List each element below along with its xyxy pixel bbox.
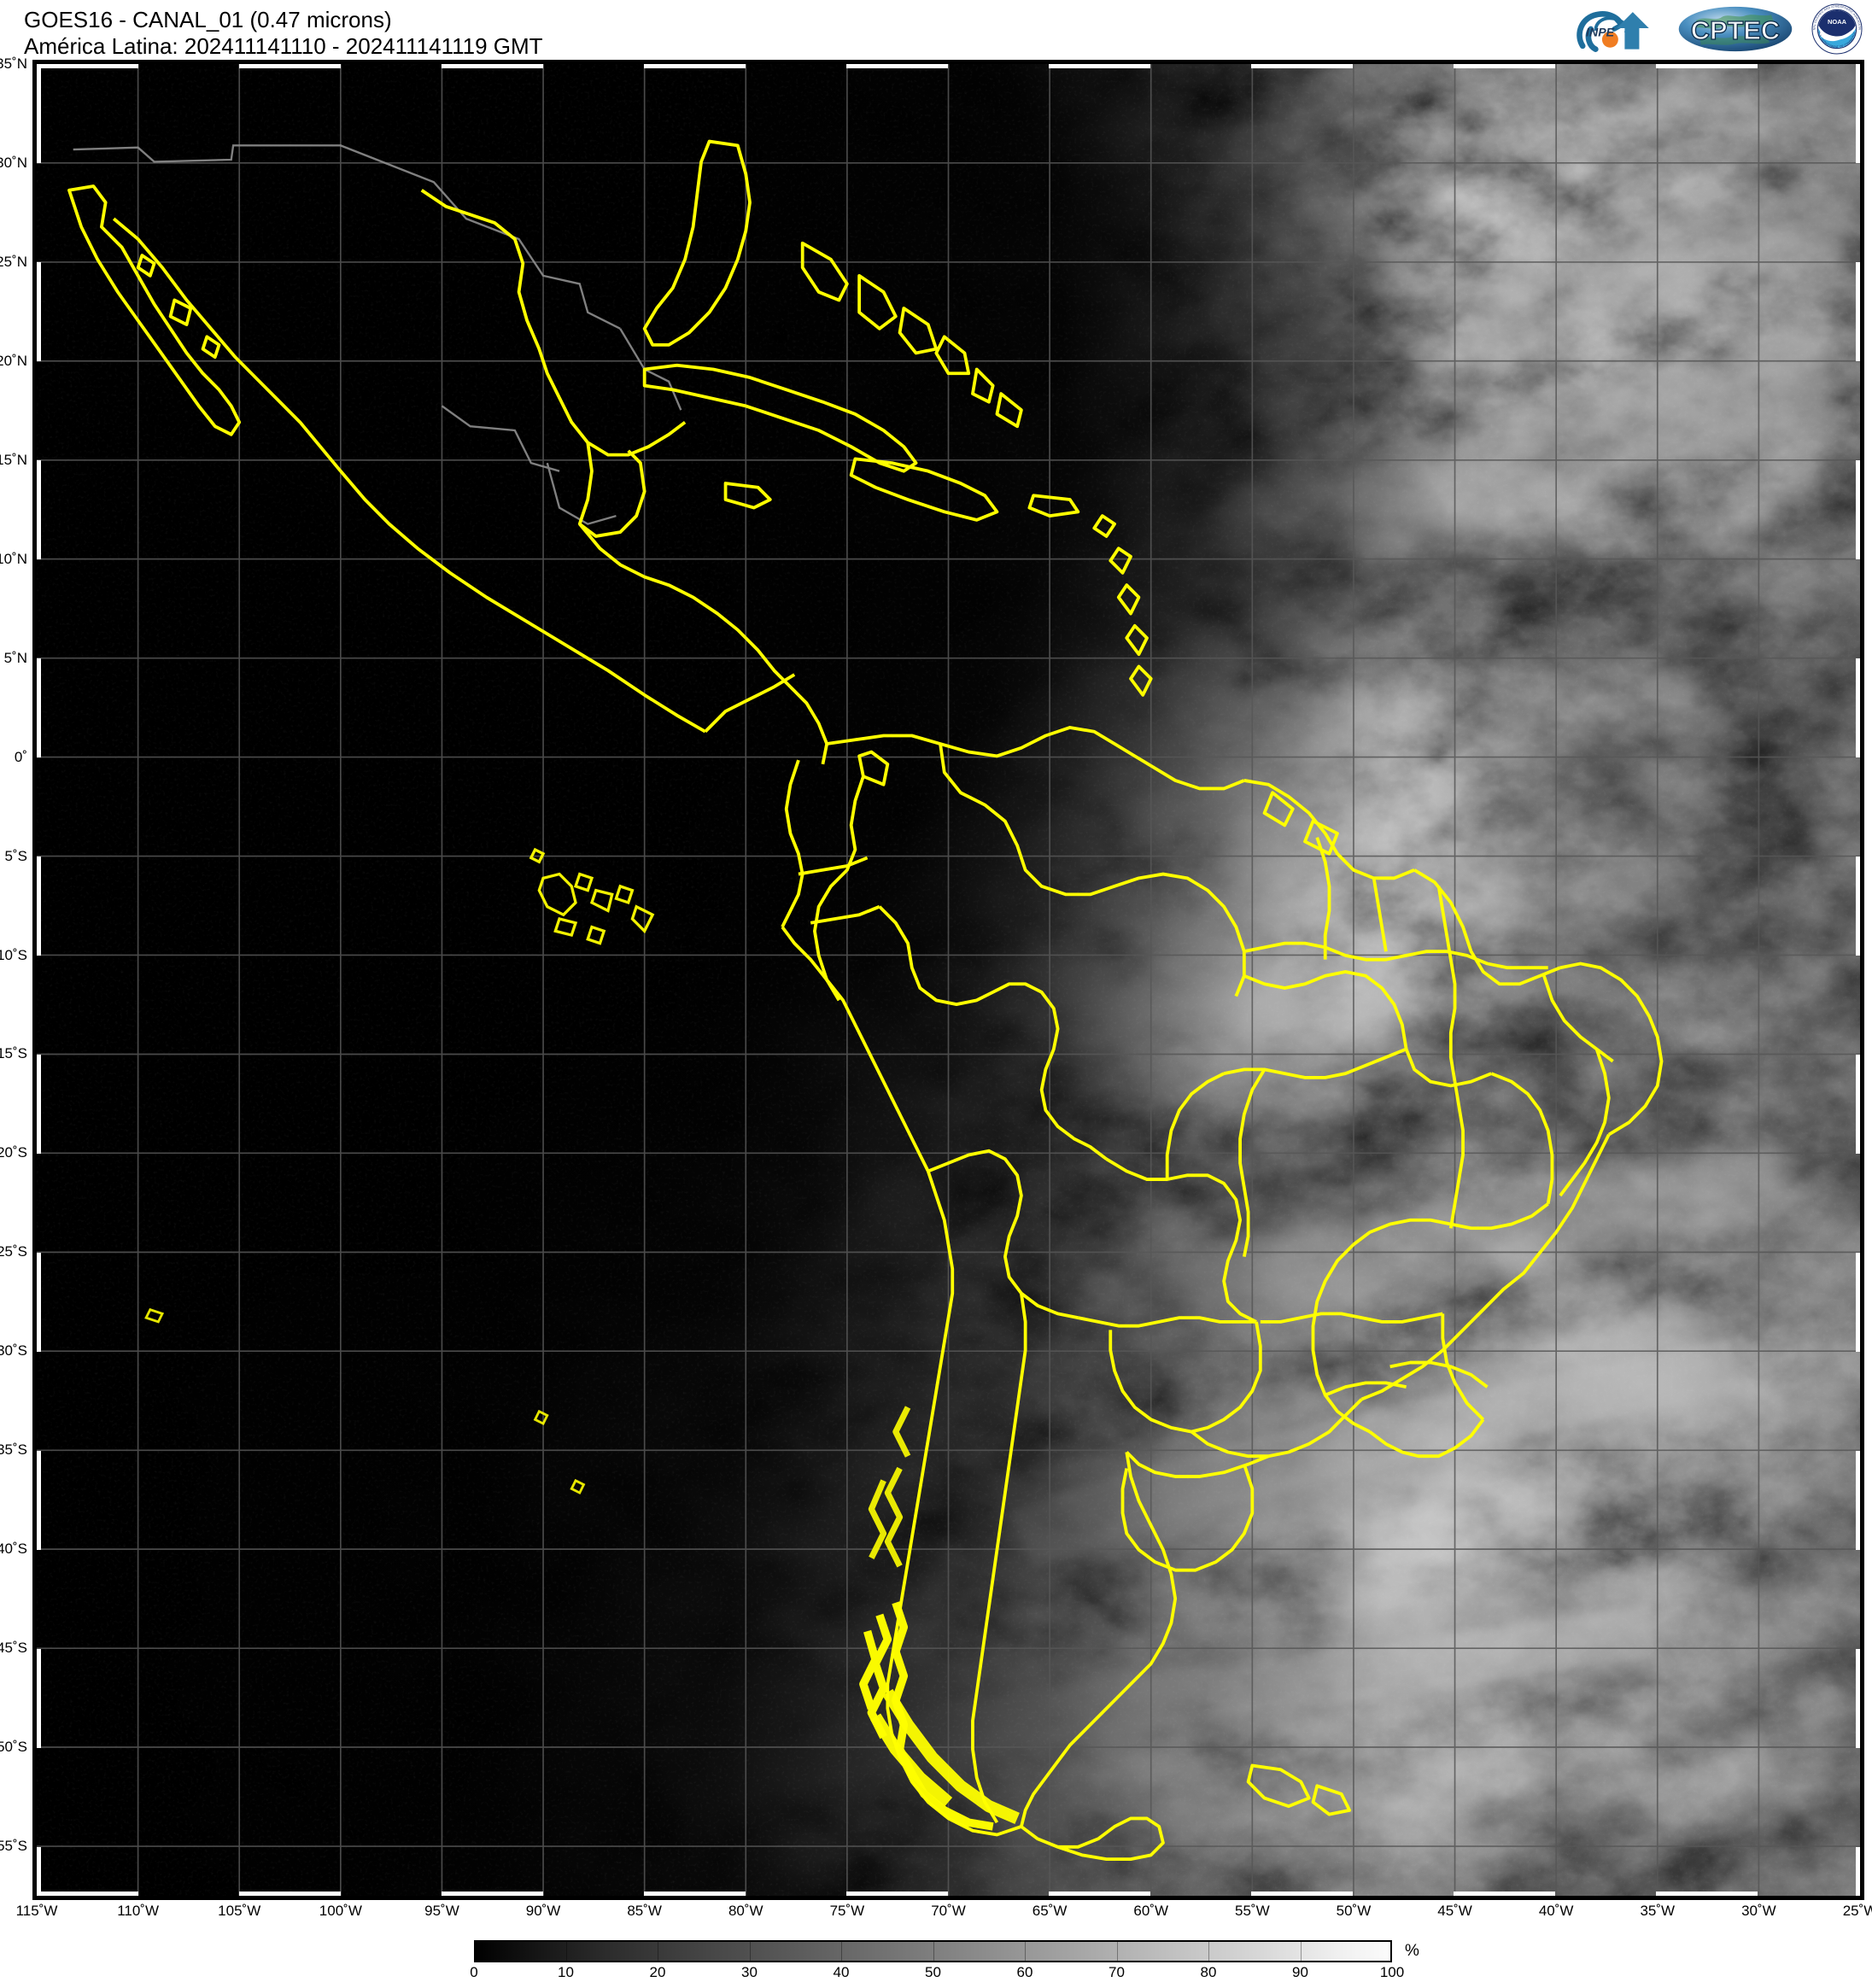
pacific-islets <box>144 1307 586 1495</box>
y-tick-label: 15˚S <box>0 1045 27 1062</box>
x-tick-label: 105˚W <box>218 1903 261 1919</box>
y-tick-label: 45˚S <box>0 1640 27 1657</box>
colorbar-tick-label: 70 <box>1109 1964 1125 1980</box>
y-tick-label: 0˚ <box>14 748 27 765</box>
x-tick-label: 70˚W <box>931 1903 966 1919</box>
x-tick-label: 40˚W <box>1538 1903 1574 1919</box>
y-tick-label: 30˚S <box>0 1342 27 1359</box>
inpe-logo: INPE <box>1577 11 1649 52</box>
x-tick-label: 115˚W <box>15 1903 58 1919</box>
colorbar-tick-label: 0 <box>470 1964 478 1980</box>
y-tick-label: 15˚N <box>0 451 27 468</box>
header: GOES16 - CANAL_01 (0.47 microns) América… <box>0 0 1872 60</box>
x-axis-labels: 115˚W 110˚W 105˚W 100˚W 95˚W 90˚W 85˚W 80˚W 75˚W… <box>16 1903 1872 1928</box>
colorbar-gradient <box>474 1940 1392 1962</box>
colorbar-tick-label: 40 <box>833 1964 850 1980</box>
y-tick-label: 25˚N <box>0 253 27 270</box>
x-tick-label: 25˚W <box>1842 1903 1872 1919</box>
y-tick-label: 40˚S <box>0 1541 27 1558</box>
y-tick-label: 25˚S <box>0 1243 27 1260</box>
internal-borders <box>73 144 682 525</box>
y-tick-label: 20˚S <box>0 1144 27 1161</box>
colorbar-unit-label: % <box>1405 1942 1419 1960</box>
y-tick-label: 30˚N <box>0 154 27 171</box>
colorbar-tick-label: 60 <box>1016 1964 1033 1980</box>
colorbar-tick-label: 100 <box>1379 1964 1405 1980</box>
colorbar-tick-label: 30 <box>741 1964 758 1980</box>
title-line-satellite-channel: GOES16 - CANAL_01 (0.47 microns) <box>24 7 392 32</box>
x-tick-label: 50˚W <box>1336 1903 1372 1919</box>
y-tick-label: 35˚N <box>0 56 27 72</box>
x-tick-label: 45˚W <box>1437 1903 1472 1919</box>
y-tick-label: 20˚N <box>0 352 27 369</box>
y-tick-label: 35˚S <box>0 1441 27 1459</box>
colorbar-tick-labels: 0 10 20 30 40 50 60 70 80 90 100 <box>470 1964 1404 1985</box>
cptec-logo-text: CPTEC <box>1691 15 1780 45</box>
colorbar-legend: 0 10 20 30 40 50 60 70 80 90 100 % <box>470 1937 1430 1988</box>
y-tick-label: 5˚N <box>3 649 27 666</box>
x-tick-label: 60˚W <box>1133 1903 1169 1919</box>
coastlines <box>67 139 1664 1862</box>
y-tick-label: 5˚S <box>4 847 27 864</box>
lat-lon-grid <box>37 64 1860 1896</box>
x-tick-label: 75˚W <box>829 1903 865 1919</box>
logo-group: INPE CPTEC <box>1571 2 1863 56</box>
map-frame <box>32 60 1864 1900</box>
colorbar-tick-label: 20 <box>649 1964 666 1980</box>
inpe-logo-dot <box>1601 31 1618 48</box>
map-viewport[interactable] <box>37 64 1860 1896</box>
colorbar-tick-label: 90 <box>1292 1964 1308 1980</box>
noaa-logo: NATIONAL OCEANIC AND ATMOSPHERIC ADMINIS… <box>1811 3 1863 55</box>
colorbar-tick-label: 10 <box>558 1964 574 1980</box>
x-tick-label: 110˚W <box>117 1903 160 1919</box>
x-tick-label: 55˚W <box>1235 1903 1270 1919</box>
y-tick-label: 50˚S <box>0 1739 27 1756</box>
colorbar-tick-label: 50 <box>925 1964 941 1980</box>
x-tick-label: 80˚W <box>728 1903 763 1919</box>
x-tick-label: 35˚W <box>1640 1903 1676 1919</box>
x-tick-label: 30˚W <box>1741 1903 1776 1919</box>
satellite-imagery <box>37 64 1860 1896</box>
y-tick-label: 10˚S <box>0 946 27 963</box>
y-tick-label: 10˚N <box>0 550 27 567</box>
x-tick-label: 90˚W <box>525 1903 561 1919</box>
title-line-region-time: América Latina: 202411141110 - 202411141… <box>24 33 543 59</box>
galapagos-islands <box>529 847 655 945</box>
x-tick-label: 95˚W <box>424 1903 459 1919</box>
x-tick-label: 85˚W <box>627 1903 662 1919</box>
cptec-logo: CPTEC <box>1678 6 1793 52</box>
x-tick-label: 65˚W <box>1032 1903 1068 1919</box>
inpe-logo-text: INPE <box>1586 26 1615 40</box>
y-tick-label: 55˚S <box>0 1838 27 1855</box>
y-axis-labels: 35˚N 30˚N 25˚N 20˚N 15˚N 10˚N 5˚N 0˚ 5˚S 10˚S 15˚S… <box>0 56 31 1900</box>
title-block: GOES16 - CANAL_01 (0.47 microns) América… <box>24 7 543 60</box>
noaa-logo-text: NOAA <box>1828 18 1847 26</box>
x-tick-label: 100˚W <box>319 1903 362 1919</box>
colorbar-tick-label: 80 <box>1200 1964 1217 1980</box>
